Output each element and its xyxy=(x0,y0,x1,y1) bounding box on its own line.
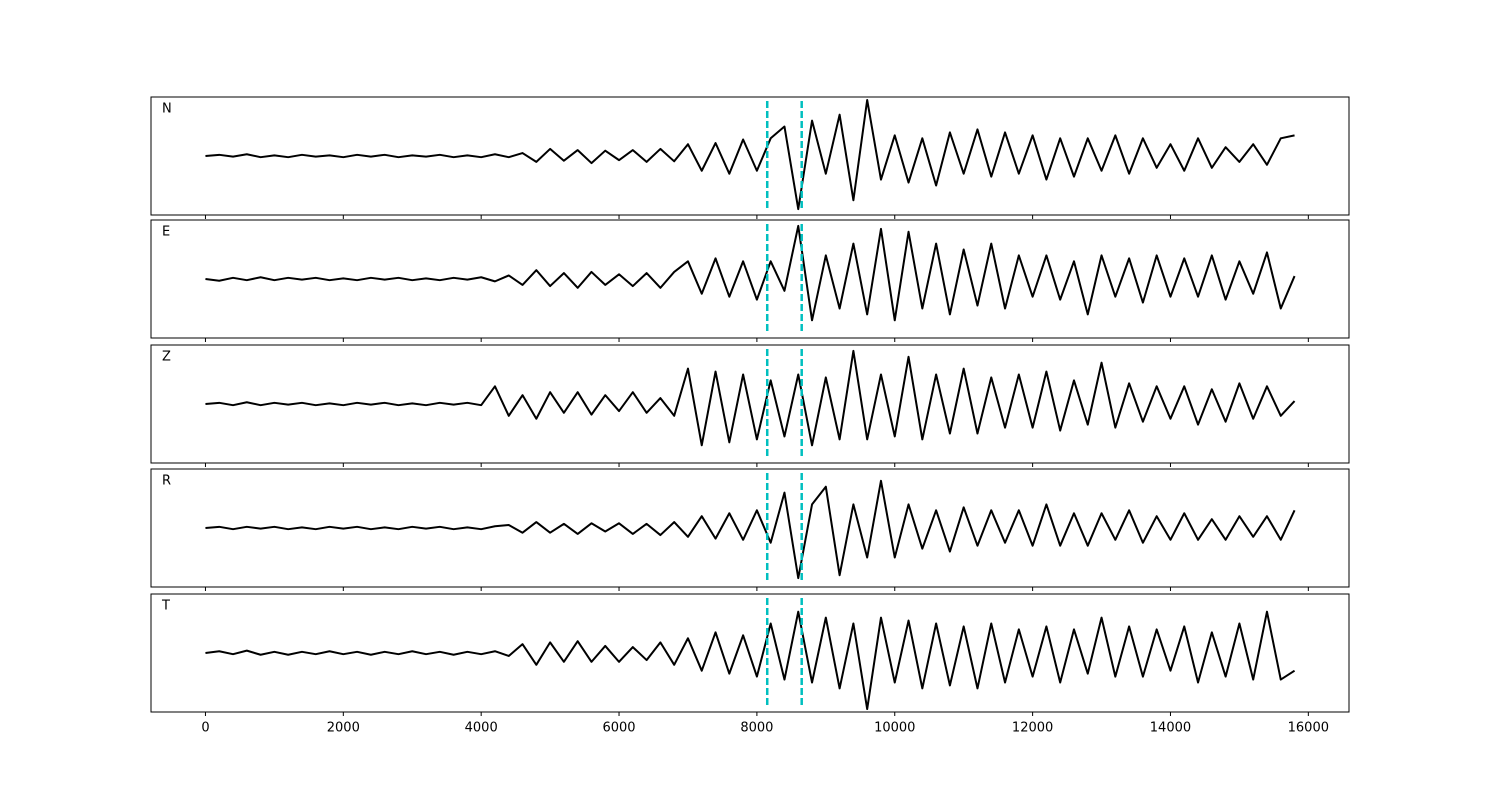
x-tick-label: 0 xyxy=(201,721,209,736)
axes-frame xyxy=(150,593,1350,713)
panel-label: N xyxy=(162,102,172,117)
x-tick-label: 2000 xyxy=(327,721,360,736)
x-tick-label: 8000 xyxy=(740,721,773,736)
panel-label: R xyxy=(162,474,171,489)
x-tick-label: 12000 xyxy=(1012,721,1053,736)
axes-frame xyxy=(150,344,1350,464)
trace xyxy=(205,98,1295,211)
trace xyxy=(205,349,1296,447)
x-tick-label: 4000 xyxy=(465,721,498,736)
trace xyxy=(205,479,1296,580)
trace xyxy=(205,224,1296,322)
axes-frame xyxy=(150,468,1350,588)
x-tick-label: 16000 xyxy=(1288,721,1329,736)
x-tick-label: 10000 xyxy=(874,721,915,736)
axes-frame xyxy=(150,96,1350,216)
panel-label: Z xyxy=(162,350,171,365)
x-tick-label: 6000 xyxy=(602,721,635,736)
trace xyxy=(205,610,1296,711)
x-tick-label: 14000 xyxy=(1150,721,1191,736)
panel-label: T xyxy=(161,599,170,614)
axes-frame xyxy=(150,219,1350,339)
panel-label: E xyxy=(162,225,170,240)
